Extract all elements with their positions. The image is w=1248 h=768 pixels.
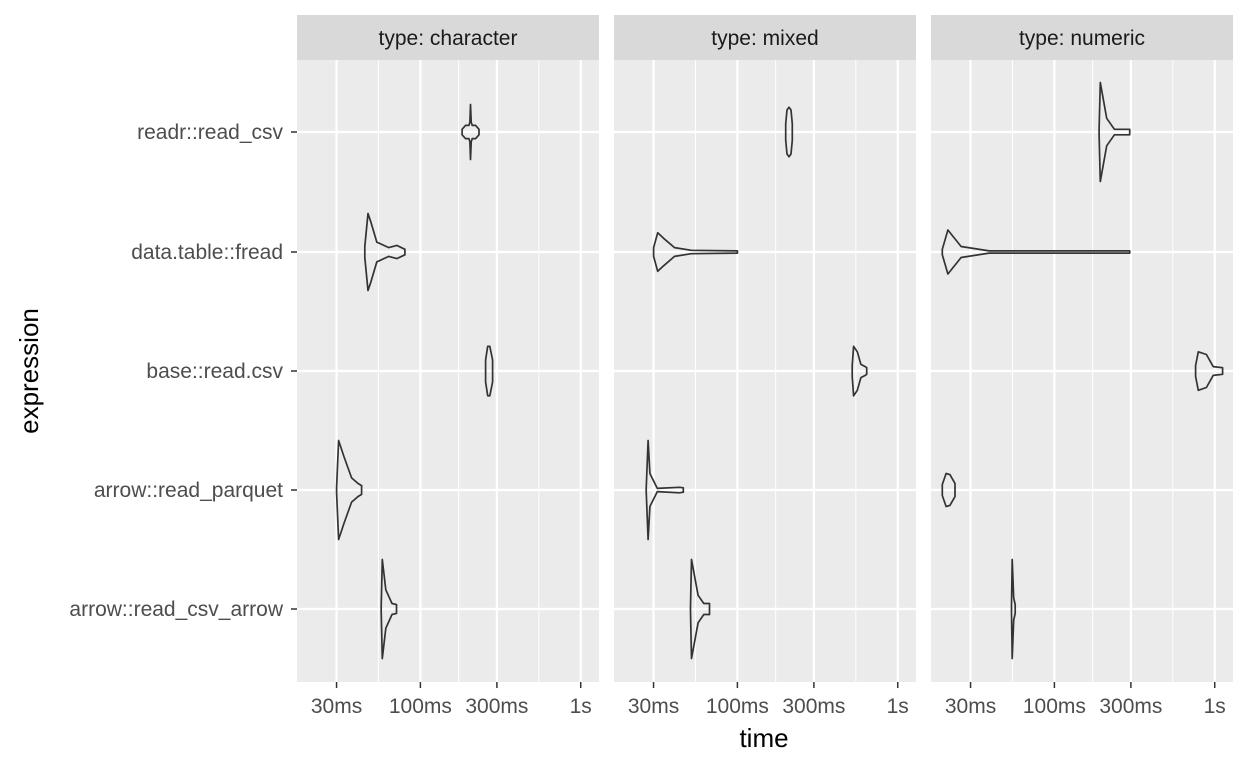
x-tick-label: 30ms (945, 695, 996, 718)
y-axis-title: expression (14, 308, 44, 434)
facet-strip-label: type: character (379, 27, 518, 50)
violin-character-arrow-read-parquet (335, 439, 363, 541)
violin-numeric-readr-read-csv (1098, 81, 1131, 183)
x-tick-label: 300ms (465, 695, 528, 718)
facet-strip-label: type: numeric (1019, 27, 1145, 50)
facet-panel-numeric: type: numeric (931, 15, 1233, 682)
x-tick-label: 1s (887, 695, 909, 718)
x-tick-label: 100ms (1023, 695, 1086, 718)
x-tick-label: 30ms (628, 695, 679, 718)
x-tick-label: 100ms (389, 695, 452, 718)
facet-panel-mixed: type: mixed (614, 15, 916, 682)
x-tick-label: 30ms (311, 695, 362, 718)
y-tick-label: readr::read_csv (137, 121, 283, 144)
x-axis-labels: 30ms 100ms 300ms 1s 30ms 100ms 300ms 1s 30ms 100m… (311, 682, 1226, 718)
violin-mixed-data-table-fread (652, 231, 739, 273)
facet-strip-label: type: mixed (711, 27, 818, 50)
x-tick-label: 1s (1204, 695, 1226, 718)
violin-numeric-arrow-read-csv-arrow (1010, 558, 1017, 660)
facet-strip (931, 15, 1233, 60)
y-axis-labels: readr::read_csvdata.table::freadbase::re… (69, 121, 297, 621)
violin-character-arrow-read-csv-arrow (380, 558, 398, 660)
facet-strip (297, 15, 599, 60)
facet-strip (614, 15, 916, 60)
violin-numeric-base-read-csv (1194, 350, 1224, 392)
violin-character-base-read-csv (484, 345, 494, 397)
facet-panel-character: type: character (297, 15, 599, 682)
x-tick-label: 1s (570, 695, 592, 718)
violin-mixed-base-read-csv (851, 345, 868, 397)
x-tick-label: 300ms (782, 695, 845, 718)
violin-character-data-table-fread (363, 212, 406, 292)
x-tick-label: 300ms (1099, 695, 1162, 718)
y-tick-label: arrow::read_csv_arrow (69, 598, 283, 621)
violin-numeric-arrow-read-parquet (941, 472, 956, 508)
facet-panels: type: character type: mixed type: numeric (297, 15, 1233, 682)
y-tick-label: arrow::read_parquet (94, 479, 283, 502)
violin-mixed-arrow-read-csv-arrow (689, 558, 711, 660)
violin-mixed-arrow-read-parquet (645, 439, 685, 541)
violin-numeric-data-table-fread (941, 229, 1131, 275)
x-tick-label: 100ms (706, 695, 769, 718)
x-axis-title: time (739, 723, 788, 753)
y-tick-label: base::read.csv (146, 360, 283, 383)
violin-character-readr-read-csv (461, 103, 480, 161)
violin-mixed-readr-read-csv (784, 106, 794, 158)
y-tick-label: data.table::fread (131, 241, 283, 264)
